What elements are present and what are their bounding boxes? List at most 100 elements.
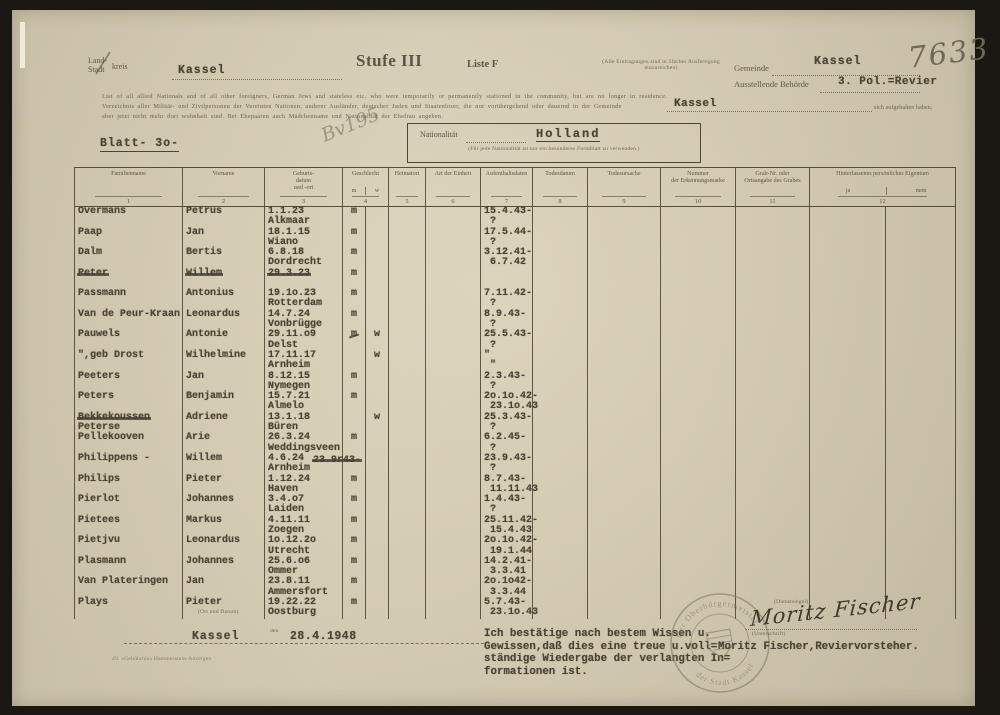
col-num: 5: [405, 198, 409, 205]
kreis-value: Kassel: [178, 64, 226, 77]
col-label: Aufenthaltsdaten: [485, 171, 528, 177]
table-row: Peter Willem 29.3.23 m: [75, 268, 956, 290]
nationality-value: Holland: [536, 127, 601, 142]
nationality-label: Nationalität: [420, 130, 458, 139]
handwritten-number: 7633: [906, 31, 992, 75]
ort-datum-label: (Ort und Datum): [198, 609, 239, 615]
col-num: 8: [558, 198, 562, 205]
col-label: Vorname: [212, 171, 235, 177]
kreis-dotted-line: [172, 78, 342, 80]
col-num: 2: [221, 198, 226, 205]
col-label: Todesursache: [607, 171, 641, 177]
table-row: Pietjvu Leonardus 1o.12.2o Utrecht m 2o.1o.42…: [75, 535, 956, 557]
table-row: Passmann Antonius 19.1o.23 Rotterdam m 7.11.4…: [75, 288, 956, 310]
table-row: ",geb Drost Wilhelmine 17.11.17 Arnheim w " ": [75, 350, 956, 372]
col-eigentum: Hinterlassenes persönliches Eigentum ja …: [810, 168, 956, 206]
table-row: Bekkekoussen Peterse Adriene 13.1.18 Büren w 2…: [75, 412, 956, 434]
table-row: Philips Pieter 1.12.24 Haven m 8.7.43- 11.11.4…: [75, 474, 956, 496]
datum-value: 28.4.1948: [290, 630, 357, 643]
pencil-stroke: [95, 51, 111, 75]
col-grab-nr: Grab-Nr. oder Ortsangabe des Grabes 11: [736, 168, 810, 206]
stamp-text-bottom: der Stadt Kassel: [693, 660, 758, 692]
col-num: 12: [879, 198, 886, 205]
col-num: 3: [301, 198, 306, 205]
col-sub-ja: ja: [845, 188, 851, 194]
instructions-english: List of all allied Nationals and of all …: [102, 93, 668, 100]
cert-line: ständige Wiedergabe der verlangten In=: [484, 653, 731, 666]
table-row: Plays Pieter 19.22.22 Oostburg m 5.7.43- 23.1o…: [75, 597, 956, 619]
table-body: Overmans Petrus 1.1.23 Alkmaar m 15.4.43-? Paa…: [75, 206, 956, 619]
kreis-label-line2: Stadt: [88, 64, 105, 74]
col-num: 10: [694, 198, 702, 205]
col-label: Nummer der Erkennungsmarke: [671, 171, 725, 184]
table-row: Paap Jan 18.1.15 Wiano m 17.5.44-?: [75, 227, 956, 249]
col-num: 7: [504, 198, 509, 205]
ort-value: Kassel: [192, 630, 240, 643]
nationality-box: Nationalität Holland (Für jede Nationali…: [407, 123, 701, 163]
col-aufenthaltsdaten: Aufenthaltsdaten 7: [481, 168, 533, 206]
col-vorname: Vorname 2: [183, 168, 265, 206]
cert-line: formationen ist.: [484, 665, 588, 678]
kreis-label-line1: Land-: [88, 56, 108, 65]
col-label: Heimatort: [394, 171, 420, 177]
col-erkennungsmarke: Nummer der Erkennungsmarke 10: [661, 168, 736, 206]
gemeinde-value: Kassel: [814, 55, 862, 68]
table-row: Pierlot Johannes 3.4.o7 Laiden m 1.4.43-?: [75, 494, 956, 516]
table-row: Van Plateringen Jan 23.8.11 Ammersfort m 2o.1…: [75, 577, 956, 599]
kreis-label-suffix: kreis: [112, 62, 128, 71]
table-row: Van de Peur-Kraan Leonardus 14.7.24 Vonbrüg…: [75, 309, 956, 331]
instructions-dotted-line: [667, 110, 872, 112]
footnote: 49. »Gebührnis« Hammerstein-Anzeigen: [112, 656, 212, 662]
svg-text:der Stadt Kassel: der Stadt Kassel: [693, 660, 758, 692]
col-label: Familienname: [111, 171, 146, 177]
col-num: 11: [769, 198, 776, 205]
blatt-number: Blatt- 3o-: [100, 137, 180, 152]
col-sub-m: m: [351, 188, 357, 194]
col-todesursache: Todesursache 9: [588, 168, 661, 206]
table-row: Philippens - Willem 4.6.24 Arnheim 23.9.43-?…: [75, 453, 956, 475]
col-label: Grab-Nr. oder Ortsangabe des Grabes: [744, 171, 801, 184]
col-heimatort: Heimatort 5: [389, 168, 426, 206]
dienstsiegel-label: (Dienstsiegel): [774, 599, 809, 605]
col-art-der-einheit: Art der Einheit 6: [426, 168, 481, 206]
table-row: Peeters Jan 8.12.15 Nymegen m 2.3.43-?: [75, 371, 956, 393]
behoerde-label: Ausstellende Behörde: [734, 79, 809, 89]
instructions-german-tail: sich aufgehalten haben,: [874, 104, 933, 111]
cert-line: Ich bestätige nach bestem Wissen u.: [484, 628, 711, 640]
scan-edge-notch: [20, 22, 25, 68]
col-sub-w: w: [365, 187, 388, 195]
table-row: Overmans Petrus 1.1.23 Alkmaar m 15.4.43-?: [75, 206, 956, 228]
col-geschlecht: Geschlecht m w 4: [343, 168, 389, 206]
col-familienname: Familienname 1: [75, 168, 183, 206]
col-label: Hinterlassenes persönliches Eigentum: [836, 171, 929, 177]
col-geburtsdatum: Geburts- datum und -ort 3: [265, 168, 343, 206]
table-row: Peters Benjamin 15.7.21 Almelo m 2o.1o.42- 23.…: [75, 391, 956, 413]
unterschrift-label: (Unterschrift): [752, 631, 786, 637]
den-label: den: [270, 628, 279, 634]
col-num: 1: [126, 198, 131, 205]
form-title: Stufe III: [356, 51, 423, 70]
certification-text: Ich bestätige nach bestem Wissen u. Gewi…: [484, 628, 730, 678]
liste-label: Liste F: [467, 59, 499, 70]
col-todesdatum: Todesdatum 8: [533, 168, 588, 206]
table-header: Familienname 1 Vorname 2 Geburts- datum …: [75, 167, 956, 207]
table-row: Plasmann Johannes 25.6.o6 Ommer m 14.2.41- 3.3…: [75, 556, 956, 578]
gemeinde-dotted-line: [772, 74, 920, 76]
persons-table: Familienname 1 Vorname 2 Geburts- datum …: [74, 167, 956, 619]
stamp-emblem: [705, 628, 734, 660]
table-row: Pauwels Antonie 29.11.o9 Delst m w 25.5.43-?: [75, 330, 956, 351]
table-row: Pietees Markus 4.11.11 Zoegen m 25.11.42- 15.4…: [75, 515, 956, 537]
svg-text:Der Oberbürgermeister: Der Oberbürgermeister: [669, 592, 762, 640]
scanned-document-page: Land- Stadt kreis Kassel Stufe III Liste…: [12, 10, 992, 706]
crossed-out-note: 23.9r43-: [311, 454, 363, 466]
copies-note: (Alle Eintragungen sind in 5facher Ausfe…: [602, 59, 720, 72]
cert-line: Gewissen,daß dies eine treue u.voll=: [484, 640, 718, 653]
behoerde-dotted-line: [820, 91, 920, 93]
gemeinde-label: Gemeinde: [734, 63, 769, 73]
col-label: Art der Einheit: [434, 171, 472, 177]
table-row: Pellekooven Arie 26.3.24 Weddingsveen m 6.2.4…: [75, 433, 956, 454]
stamp-text-top: Der Oberbürgermeister: [669, 592, 762, 640]
official-stamp: Der Oberbürgermeister der Stadt Kassel: [669, 592, 770, 693]
signature-line: [745, 628, 917, 630]
col-label: Geschlecht: [351, 171, 380, 177]
